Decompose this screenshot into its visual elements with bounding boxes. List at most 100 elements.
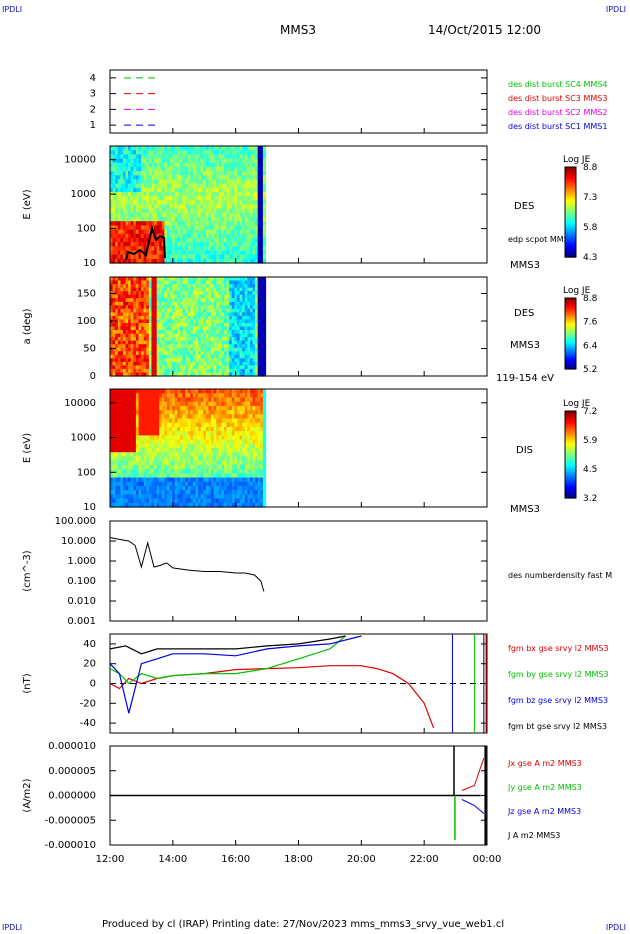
spectrogram-cell — [213, 183, 217, 189]
spectrogram-cell — [200, 469, 204, 474]
spectrogram-cell — [262, 221, 267, 226]
spectrogram-cell — [187, 187, 191, 193]
spectrogram-cell — [110, 326, 114, 331]
spectrogram-cell — [177, 485, 181, 491]
spectrogram-cell — [123, 319, 127, 324]
spectrogram-cell — [138, 323, 142, 328]
spectrogram-cell — [203, 166, 207, 172]
spectrogram-cell — [112, 344, 116, 349]
spectrogram-cell — [174, 431, 178, 436]
spectrogram-cell — [192, 326, 197, 331]
spectrogram-cell — [154, 351, 158, 356]
spectrogram-cell — [148, 401, 153, 407]
spectrogram-cell — [195, 179, 199, 185]
spectrogram-cell — [169, 426, 173, 432]
spectrogram-cell — [120, 171, 124, 176]
spectrogram-cell — [172, 150, 176, 155]
spectrogram-cell — [229, 439, 233, 445]
spectrogram-cell — [234, 333, 238, 338]
spectrogram-cell — [156, 490, 160, 495]
spectrogram-cell — [115, 418, 119, 424]
spectrogram-cell — [151, 326, 155, 331]
spectrogram-cell — [161, 452, 165, 457]
spectrogram-cell — [203, 368, 207, 373]
spectrogram-cell — [148, 291, 153, 296]
spectrogram-cell — [182, 426, 186, 432]
spectrogram-cell — [203, 192, 207, 197]
spectrogram-cell — [234, 301, 238, 306]
spectrogram-cell — [213, 443, 217, 449]
spectrogram-cell — [190, 154, 194, 160]
spectrogram-cell — [123, 473, 127, 479]
spectrogram-cell — [133, 439, 137, 445]
spectrogram-cell — [239, 162, 243, 168]
spectrogram-cell — [200, 439, 204, 445]
spectrogram-cell — [174, 494, 178, 500]
spectrogram-cell — [221, 301, 225, 306]
spectrogram-cell — [226, 422, 230, 428]
spectrogram-cell — [125, 158, 129, 164]
spectrogram-cell — [247, 439, 251, 445]
spectrogram-cell — [130, 358, 134, 363]
spectrogram-cell — [115, 242, 119, 247]
spectrogram-cell — [112, 361, 116, 366]
spectrogram-cell — [192, 485, 197, 491]
spectrogram-cell — [172, 494, 176, 500]
spectrogram-cell — [115, 312, 119, 317]
spectrogram-cell — [257, 319, 261, 324]
spectrogram-cell — [125, 473, 129, 479]
spectrogram-cell — [177, 401, 181, 407]
spectrogram-cell — [237, 175, 241, 181]
spectrogram-cell — [167, 498, 171, 504]
spectrogram-cell — [117, 344, 121, 349]
spectrogram-cell — [120, 344, 124, 349]
spectrogram-cell — [128, 204, 132, 210]
spectrogram-cell — [239, 308, 243, 313]
spectrogram-cell — [226, 414, 230, 420]
spectrogram-cell — [161, 481, 165, 487]
spectrogram-cell — [255, 340, 259, 345]
spectrogram-cell — [141, 333, 145, 338]
spectrogram-cell — [226, 323, 230, 328]
spectrogram-cell — [123, 340, 127, 345]
spectrogram-cell — [182, 171, 186, 176]
spectrogram-cell — [257, 146, 261, 151]
spectrogram-cell — [115, 250, 119, 256]
spectrogram-cell — [234, 494, 238, 500]
spectrogram-cell — [185, 254, 189, 260]
spectrogram-cell — [260, 312, 264, 317]
spectrogram-cell — [120, 204, 124, 210]
spectrogram-cell — [185, 146, 189, 151]
spectrogram-cell — [133, 192, 137, 197]
spectrogram-cell — [110, 212, 114, 218]
spectrogram-cell — [112, 340, 116, 345]
spectrogram-cell — [205, 337, 210, 342]
spectrogram-cell — [151, 146, 155, 151]
spectrogram-cell — [195, 246, 199, 252]
spectrogram-cell — [190, 452, 194, 457]
spectrogram-cell — [242, 389, 246, 394]
spectrogram-cell — [208, 179, 212, 185]
spectrogram-cell — [169, 330, 173, 335]
spectrogram-cell — [141, 258, 145, 264]
spectrogram-cell — [195, 414, 199, 420]
spectrogram-cell — [226, 473, 230, 479]
spectrogram-cell — [190, 280, 194, 285]
spectrogram-cell — [244, 246, 248, 252]
spectrogram-cell — [185, 301, 189, 306]
spectrogram-cell — [221, 340, 225, 345]
spectrogram-cell — [128, 183, 132, 189]
spectrogram-cell — [195, 312, 199, 317]
spectrogram-cell — [120, 368, 124, 373]
spectrogram-cell — [198, 277, 202, 282]
spectrogram-cell — [205, 344, 210, 349]
spectrogram-cell — [187, 229, 191, 235]
spectrogram-cell — [138, 319, 142, 324]
spectrogram-cell — [221, 358, 225, 363]
spectrogram-cell — [255, 372, 259, 377]
spectrogram-cell — [130, 150, 134, 155]
spectrogram-cell — [242, 192, 246, 197]
spectrogram-cell — [138, 221, 142, 226]
spectrogram-cell — [216, 473, 220, 479]
spectrogram-cell — [112, 175, 116, 181]
